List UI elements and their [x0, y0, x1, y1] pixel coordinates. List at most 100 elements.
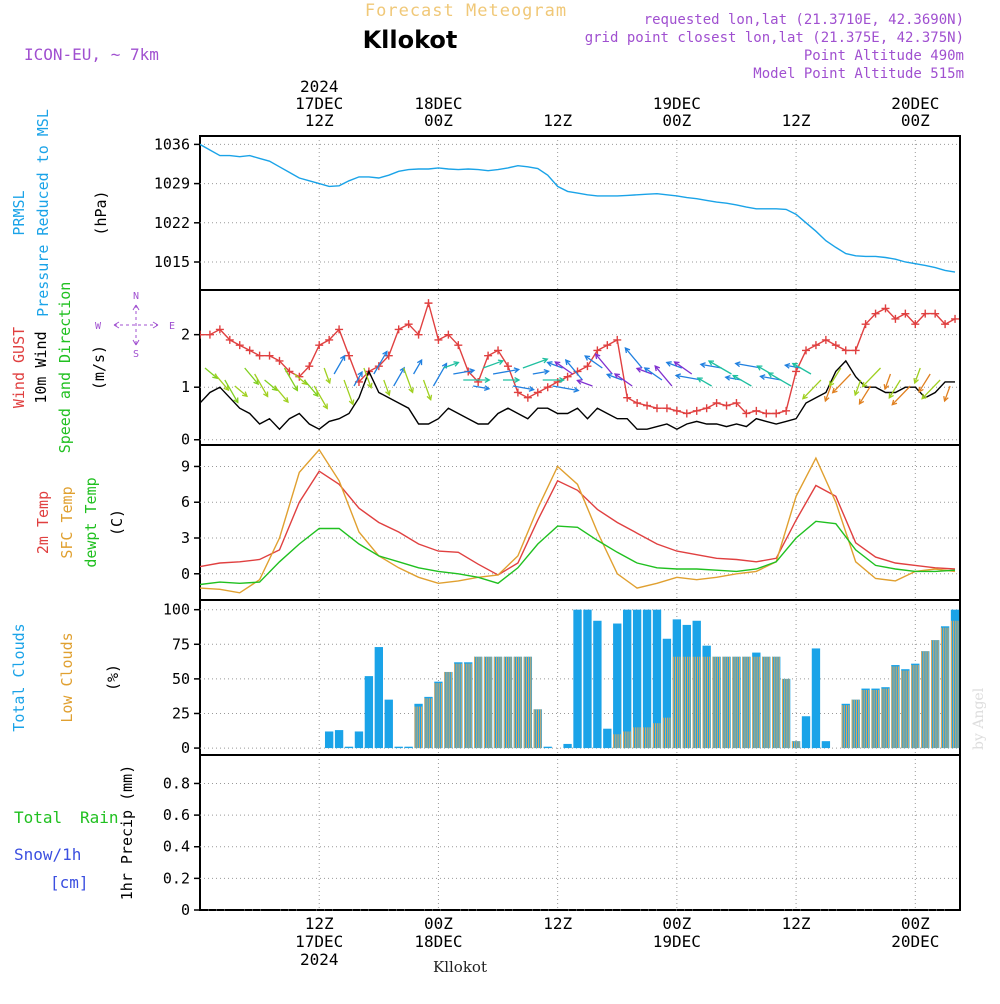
gust-marker [503, 362, 512, 371]
panel-plot-area [200, 448, 956, 594]
low-cloud-stripe [953, 620, 955, 749]
wind-arrow-head [513, 367, 521, 374]
low-cloud-stripe [930, 640, 933, 749]
low-cloud-stripe [483, 656, 486, 749]
low-cloud-stripe [728, 656, 731, 749]
wind-arrow-head [921, 393, 927, 400]
low-cloud-stripe [861, 689, 863, 749]
panel-frame [199, 135, 961, 291]
watermark: by Angel [971, 687, 987, 750]
low-cloud-stripe [466, 663, 468, 749]
wind-direction-arrow [373, 351, 388, 375]
wind-direction-arrow [614, 373, 633, 387]
total-cloud-bar [483, 656, 493, 749]
low-cloud-stripe [677, 656, 679, 749]
low-cloud-stripe [706, 656, 708, 749]
wind-direction-arrow [760, 375, 782, 381]
low-cloud-stripe [940, 627, 943, 749]
gust-marker [821, 335, 830, 344]
y-tick-label: 0.2 [163, 869, 190, 887]
low-cloud-stripe [738, 656, 740, 749]
low-cloud-stripe [440, 683, 442, 749]
y-tick-label: 50 [172, 670, 190, 688]
low-cloud-stripe [905, 670, 907, 749]
low-cloud-stripe [798, 741, 800, 749]
wind-direction-arrow [283, 367, 299, 391]
low-cloud-stripe [476, 656, 478, 749]
wind-direction-arrow [432, 363, 448, 387]
time-label-top: 18DEC [414, 94, 462, 113]
wind-direction-arrow [303, 379, 319, 397]
panel-side-label: Low Clouds [58, 632, 76, 722]
panel-side-label: Total Clouds [10, 623, 28, 731]
low-cloud-stripe [877, 689, 880, 749]
total-cloud-bar [543, 746, 552, 749]
low-cloud-stripe [460, 663, 462, 749]
low-cloud-stripe [863, 689, 865, 749]
low-cloud-stripe [480, 656, 482, 749]
total-cloud-bar [414, 703, 423, 749]
wind-arrow-head [263, 391, 269, 398]
wind-direction-arrow [792, 362, 812, 375]
low-cloud-stripe [893, 666, 895, 749]
time-label-bottom: 00Z [901, 914, 930, 933]
low-cloud-stripe [642, 727, 644, 749]
total-cloud-bar [881, 687, 890, 749]
wind-direction-arrow [884, 373, 892, 390]
y-tick-label: 0 [181, 739, 190, 757]
wind-arrow-head [829, 380, 835, 387]
low-cloud-stripe [955, 620, 957, 749]
low-cloud-stripe [627, 731, 629, 749]
wind-arrow-head [514, 377, 521, 383]
wind-arrow-head [325, 378, 332, 385]
wind-direction-arrow [858, 385, 872, 405]
total-cloud-bar [523, 656, 533, 749]
wind-arrow-head [576, 379, 583, 385]
low-cloud-stripe [712, 656, 714, 749]
low-cloud-stripe [679, 656, 681, 749]
gust-marker [921, 309, 930, 318]
wind-direction-arrow [891, 385, 911, 406]
low-cloud-stripe [855, 699, 858, 749]
gust-marker [205, 330, 214, 339]
wind-direction-arrow [785, 364, 802, 369]
requested-coords: requested lon,lat (21.3710E, 42.3690N) [644, 12, 964, 28]
wind-arrow-head [801, 393, 808, 400]
wind-arrow-head [559, 377, 566, 383]
time-label-bottom: 00Z [424, 914, 453, 933]
time-label-top: 00Z [901, 111, 930, 130]
time-label-top: 2024 [300, 77, 339, 96]
low-cloud-stripe [913, 665, 915, 749]
gust-marker [345, 351, 354, 360]
low-cloud-stripe [887, 688, 890, 749]
wind-arrow-head [913, 377, 919, 385]
low-cloud-stripe [921, 651, 923, 749]
wind-direction-arrow [234, 385, 248, 397]
wind-arrow-head [573, 386, 580, 393]
gust-marker [682, 409, 691, 418]
gust-marker [494, 346, 503, 355]
low-cloud-stripe [762, 656, 764, 749]
total-cloud-bar [662, 638, 672, 749]
y-tick-label: 1029 [154, 175, 190, 193]
panel-frame [199, 289, 961, 446]
low-cloud-stripe [853, 699, 855, 749]
panel-side-label: (C) [108, 509, 126, 536]
total-cloud-bar [573, 609, 582, 749]
low-cloud-stripe [925, 651, 927, 749]
precip-label-snow: Snow/1h [14, 845, 81, 864]
low-cloud-stripe [667, 717, 669, 749]
wind-direction-arrow [443, 361, 459, 369]
wind-arrow-head [831, 387, 838, 394]
low-cloud-stripe [418, 706, 420, 749]
total-cloud-bar [841, 703, 850, 749]
low-cloud-stripe [891, 666, 893, 749]
low-cloud-stripe [617, 734, 619, 749]
gust-marker [593, 346, 602, 355]
low-cloud-stripe [637, 727, 639, 749]
wind-arrow-head [943, 395, 949, 403]
y-tick-label: 0 [181, 431, 190, 449]
wind-direction-arrow [824, 385, 832, 402]
time-label-bottom: 12Z [305, 914, 334, 933]
